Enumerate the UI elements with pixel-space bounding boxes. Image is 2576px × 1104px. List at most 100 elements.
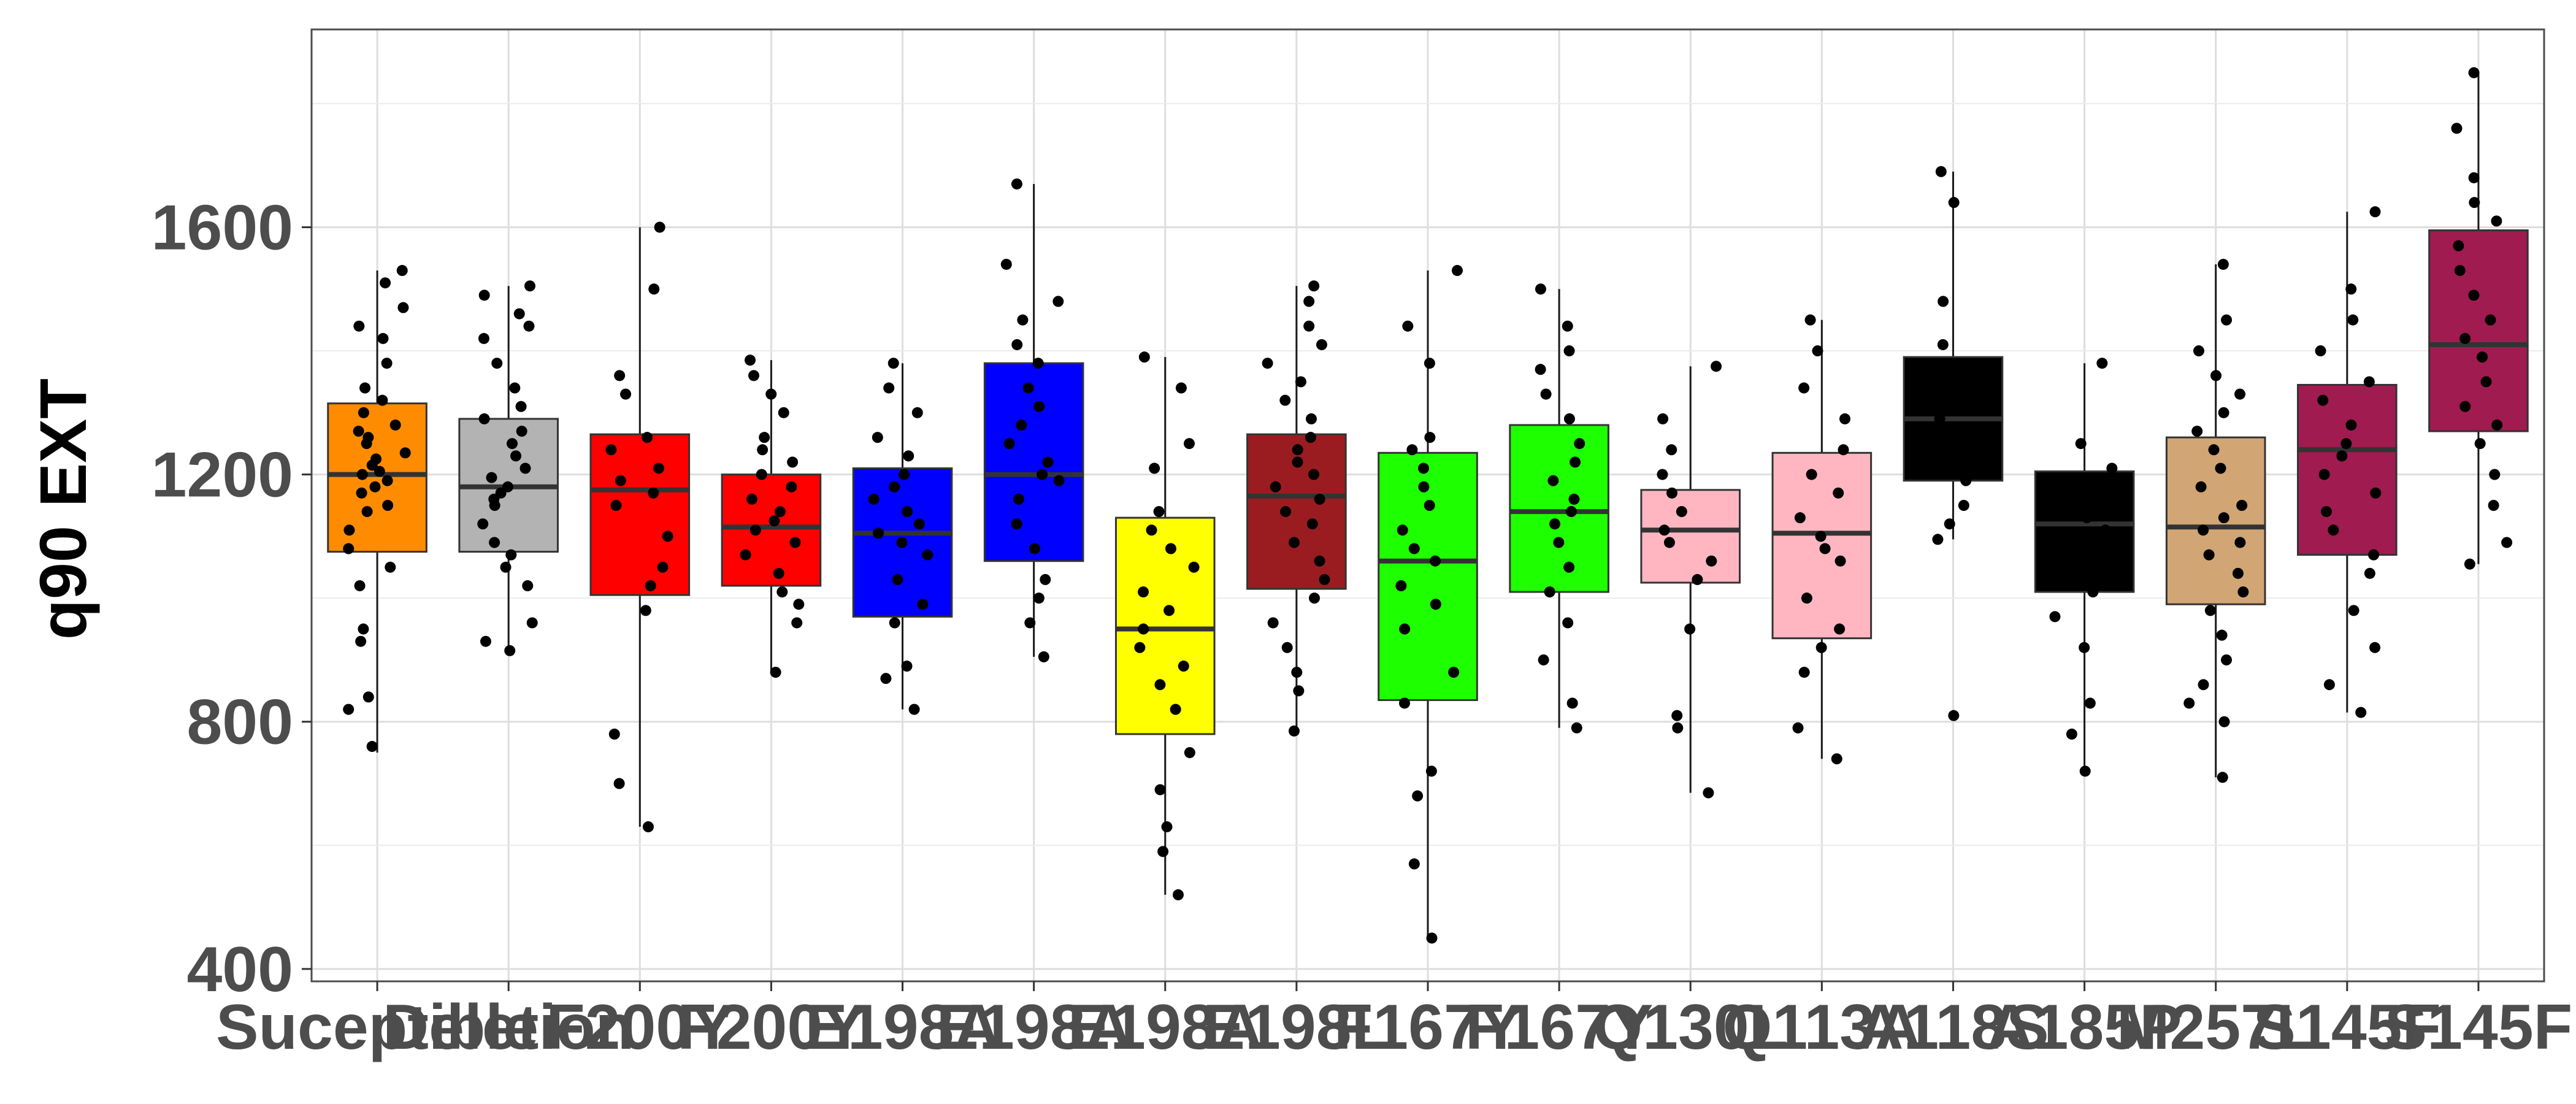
data-point bbox=[657, 561, 669, 573]
data-point bbox=[1538, 654, 1549, 665]
data-point bbox=[2218, 512, 2229, 524]
data-point bbox=[500, 561, 512, 573]
data-point bbox=[399, 447, 411, 459]
data-point bbox=[1838, 444, 1849, 456]
data-point bbox=[1711, 361, 1722, 372]
data-point bbox=[868, 493, 880, 505]
x-axis: SuceptibleDeletionF200YF200YE198AE198AE1… bbox=[216, 981, 2572, 1063]
data-point bbox=[2364, 567, 2375, 579]
data-point bbox=[1053, 475, 1065, 486]
y-tick-label: 1600 bbox=[151, 192, 293, 263]
data-point bbox=[2453, 240, 2464, 251]
box-s145f bbox=[2428, 229, 2529, 432]
data-point bbox=[2215, 462, 2226, 474]
data-point bbox=[2217, 772, 2228, 783]
data-point bbox=[369, 481, 381, 493]
data-point bbox=[1399, 697, 1411, 709]
data-point bbox=[908, 703, 920, 715]
data-point bbox=[343, 703, 355, 715]
data-point bbox=[889, 617, 900, 629]
data-point bbox=[1017, 314, 1029, 326]
data-point bbox=[1406, 444, 1418, 456]
data-point bbox=[769, 515, 780, 527]
data-point bbox=[1948, 710, 1960, 721]
data-point bbox=[791, 617, 803, 629]
data-point bbox=[526, 617, 538, 629]
data-point bbox=[477, 518, 489, 530]
data-point bbox=[1042, 456, 1054, 468]
data-point bbox=[2468, 172, 2480, 183]
data-point bbox=[1040, 573, 1051, 585]
data-point bbox=[1933, 370, 1945, 381]
data-point bbox=[356, 487, 367, 499]
data-point bbox=[524, 280, 535, 292]
data-point bbox=[2218, 407, 2229, 418]
data-point bbox=[2191, 426, 2203, 437]
data-point bbox=[913, 518, 925, 530]
data-point bbox=[1960, 450, 1971, 462]
data-point bbox=[1016, 419, 1027, 431]
y-axis-title: q90 EXT bbox=[26, 378, 100, 640]
data-point bbox=[873, 527, 884, 539]
data-point bbox=[354, 580, 366, 592]
data-point bbox=[1154, 784, 1166, 795]
data-point bbox=[2485, 314, 2496, 326]
data-point bbox=[1834, 555, 1846, 567]
data-point bbox=[2053, 543, 2065, 554]
data-point bbox=[917, 599, 929, 610]
data-point bbox=[756, 469, 767, 480]
data-point bbox=[480, 635, 491, 647]
data-point bbox=[1663, 537, 1675, 548]
data-point bbox=[1292, 456, 1303, 468]
data-point bbox=[2234, 388, 2246, 400]
data-point bbox=[1958, 500, 1969, 511]
data-point bbox=[2336, 450, 2348, 462]
data-point bbox=[2198, 524, 2209, 536]
data-point bbox=[1815, 531, 1827, 542]
data-point bbox=[1834, 623, 1846, 635]
data-point bbox=[2096, 358, 2108, 369]
data-point bbox=[1566, 697, 1578, 709]
data-point bbox=[2084, 697, 2096, 709]
data-point bbox=[1547, 475, 1559, 486]
data-point bbox=[1033, 401, 1045, 412]
box-q130l bbox=[1640, 489, 1741, 584]
data-point bbox=[2208, 444, 2220, 456]
data-point bbox=[486, 472, 497, 483]
data-point bbox=[1316, 339, 1327, 350]
data-point bbox=[370, 453, 382, 465]
box-m257l bbox=[2165, 436, 2266, 605]
data-point bbox=[353, 426, 364, 437]
data-point bbox=[1801, 592, 1812, 604]
data-point bbox=[1833, 487, 1844, 499]
x-tick-label: F200Y bbox=[677, 992, 865, 1063]
data-point bbox=[793, 599, 805, 610]
data-point bbox=[1672, 722, 1684, 734]
data-point bbox=[640, 605, 651, 616]
data-point bbox=[1303, 296, 1315, 307]
data-point bbox=[478, 289, 490, 301]
data-point bbox=[397, 302, 409, 313]
data-point bbox=[1535, 364, 1546, 375]
data-point bbox=[1306, 518, 1318, 530]
data-point bbox=[1570, 456, 1581, 468]
data-point bbox=[892, 573, 903, 585]
data-point bbox=[358, 407, 369, 418]
data-point bbox=[1157, 846, 1169, 857]
data-point bbox=[1314, 493, 1325, 505]
data-point bbox=[359, 382, 371, 394]
data-point bbox=[2079, 765, 2091, 777]
data-point bbox=[1798, 667, 1810, 678]
data-point bbox=[2355, 707, 2367, 718]
data-point bbox=[1565, 506, 1577, 518]
data-point bbox=[1308, 280, 1320, 292]
data-point bbox=[1676, 506, 1687, 518]
data-point bbox=[1188, 561, 1200, 573]
data-point bbox=[1178, 661, 1189, 672]
data-point bbox=[1146, 524, 1157, 536]
data-point bbox=[507, 438, 518, 450]
data-point bbox=[765, 388, 777, 400]
y-tick-label: 400 bbox=[186, 934, 293, 1005]
data-point bbox=[377, 394, 388, 406]
data-point bbox=[1571, 722, 1582, 734]
